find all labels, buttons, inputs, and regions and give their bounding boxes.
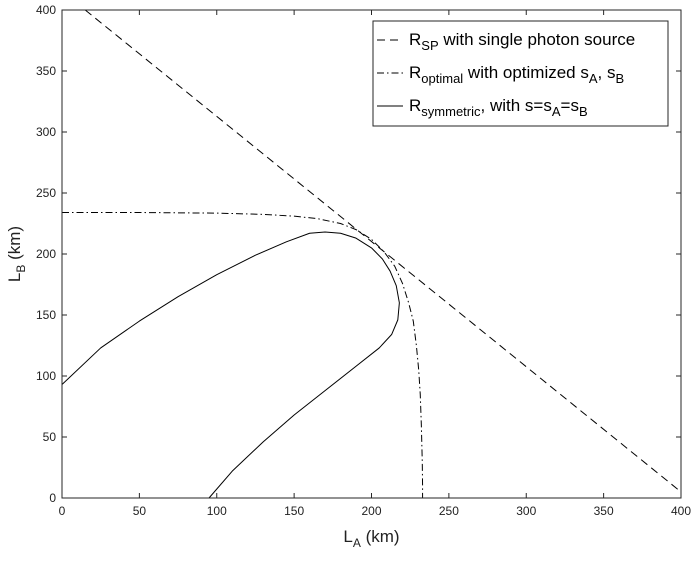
series-line-rsp (84, 9, 682, 493)
series-line-rsymmetric (61, 231, 400, 499)
x-tick-label: 200 (361, 504, 381, 518)
y-tick-label: 100 (36, 369, 56, 383)
y-axis-label: LB (km) (5, 226, 28, 282)
legend-label-rsp: RSP with single photon source (409, 30, 635, 53)
series-line-roptimal (62, 212, 424, 498)
x-tick-label: 350 (594, 504, 614, 518)
axes: 0 50 100 150 200 250 300 350 400 0 50 100 150 200 250 3… (5, 3, 691, 550)
y-tick-label: 150 (36, 308, 56, 322)
x-tick-label: 0 (59, 504, 66, 518)
plot-area (61, 9, 682, 499)
legend-label-roptimal: Roptimal with optimized sA, sB (409, 63, 624, 86)
y-tick-label: 350 (36, 64, 56, 78)
x-tick-label: 100 (207, 504, 227, 518)
y-tick-label: 50 (43, 430, 57, 444)
y-tick-label: 200 (36, 247, 56, 261)
x-tick-label: 400 (671, 504, 691, 518)
x-tick-label: 50 (133, 504, 147, 518)
y-tick-label: 250 (36, 186, 56, 200)
legend-box (372, 20, 669, 127)
x-axis-label: LA (km) (343, 527, 399, 550)
y-tick-label: 0 (49, 491, 56, 505)
x-tick-label: 300 (516, 504, 536, 518)
y-tick-label: 300 (36, 125, 56, 139)
x-tick-label: 250 (439, 504, 459, 518)
x-tick-label: 150 (284, 504, 304, 518)
y-tick-label: 400 (36, 3, 56, 17)
legend-label-rsymmetric: Rsymmetric, with s=sA=sB (409, 96, 588, 119)
legend: RSP with single photon source Roptimal wi… (372, 20, 669, 127)
